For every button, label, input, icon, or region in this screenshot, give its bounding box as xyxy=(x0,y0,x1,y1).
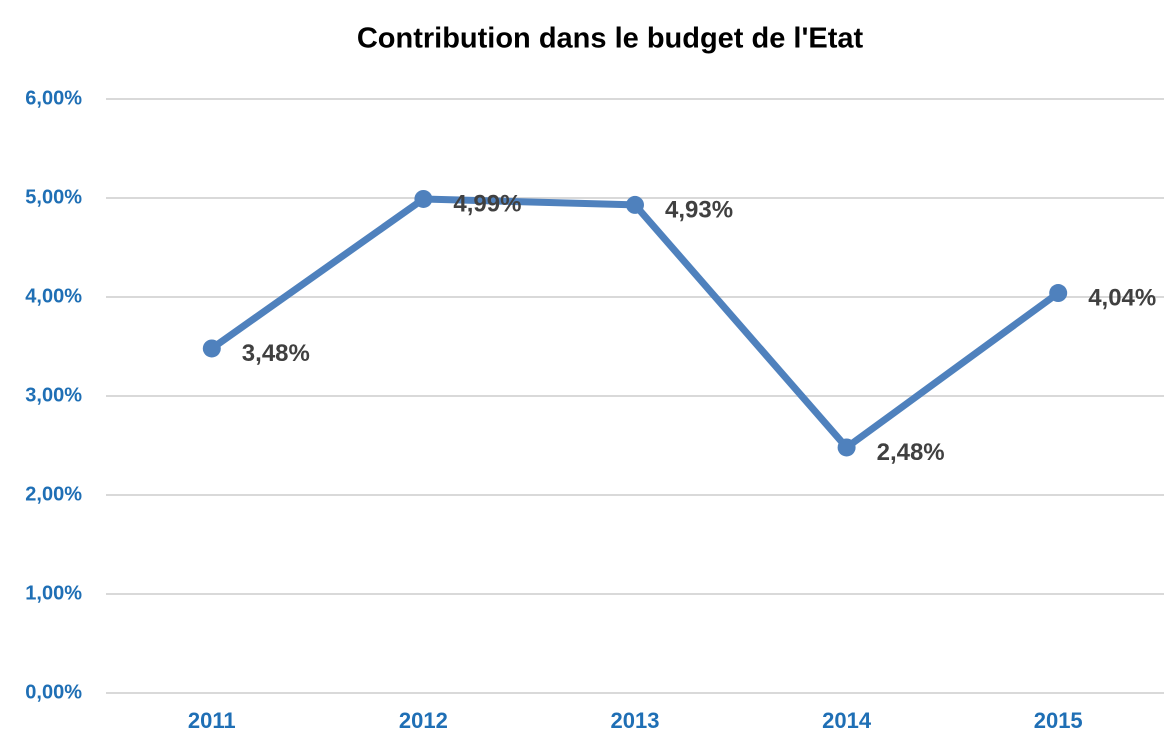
data-point xyxy=(202,339,221,358)
data-point xyxy=(837,438,856,457)
data-point xyxy=(626,195,644,214)
data-label: 4,93% xyxy=(665,196,733,223)
y-tick-label: 5,00% xyxy=(25,186,82,208)
data-label: 4,04% xyxy=(1088,284,1156,311)
y-tick-label: 6,00% xyxy=(25,87,82,109)
data-point xyxy=(414,189,433,208)
data-label: 3,48% xyxy=(242,340,310,367)
data-line xyxy=(209,195,1061,451)
data-label: 4,99% xyxy=(453,190,521,217)
y-tick-label: 3,00% xyxy=(25,384,82,406)
y-tick-label: 2,00% xyxy=(25,483,82,505)
x-tick-label: 2013 xyxy=(611,708,660,733)
y-tick-label: 0,00% xyxy=(25,681,82,703)
y-tick-label: 4,00% xyxy=(25,285,82,307)
data-point xyxy=(1049,284,1068,303)
data-label: 2,48% xyxy=(877,439,945,466)
chart-title: Contribution dans le budget de l'Etat xyxy=(357,23,864,55)
x-tick-label: 2014 xyxy=(822,708,872,733)
x-tick-label: 2012 xyxy=(399,708,448,733)
x-tick-label: 2015 xyxy=(1034,708,1083,733)
x-tick-label: 2011 xyxy=(188,708,236,733)
y-tick-label: 1,00% xyxy=(25,582,82,604)
